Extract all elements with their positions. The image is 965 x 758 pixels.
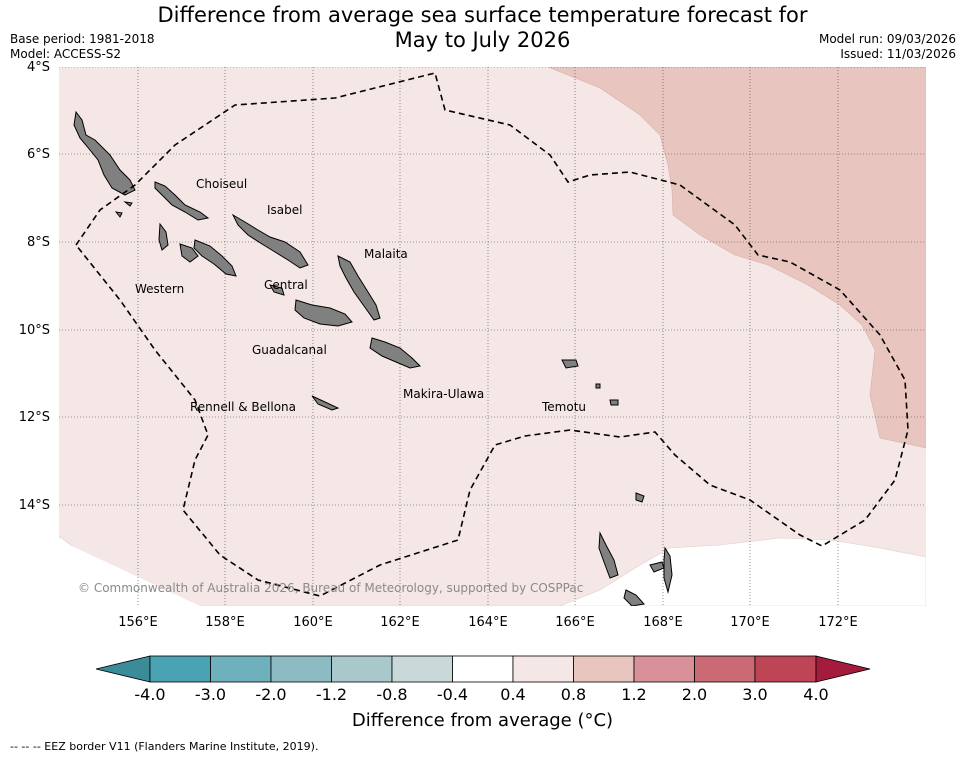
model-run-date: Model run: 09/03/2026 bbox=[818, 32, 956, 46]
colorbar-tick-label: 2.0 bbox=[681, 685, 708, 704]
lon-label-166e: 166°E bbox=[555, 615, 595, 630]
colorbar-bin-3 bbox=[270, 655, 332, 683]
lon-label-172e: 172°E bbox=[818, 615, 858, 630]
islet-small-b bbox=[609, 399, 619, 406]
graticule bbox=[59, 67, 926, 606]
place-label-choiseul: Choiseul bbox=[196, 177, 248, 191]
lon-label-168e: 168°E bbox=[643, 615, 683, 630]
malaita-island bbox=[337, 255, 381, 321]
lat-label-14s: 14°S bbox=[18, 498, 50, 513]
vanuatu-islet-3 bbox=[663, 546, 673, 594]
choiseul-island bbox=[73, 110, 136, 196]
colorbar-bin-6 bbox=[452, 655, 514, 683]
lon-label-170e: 170°E bbox=[730, 615, 770, 630]
colorbar-tick-label: -2.0 bbox=[255, 685, 287, 704]
isabel-island bbox=[231, 213, 309, 269]
colorbar-tick-label: -4.0 bbox=[134, 685, 166, 704]
lon-label-164e: 164°E bbox=[468, 615, 508, 630]
lat-label-4s: 4°S bbox=[26, 60, 50, 75]
colorbar-title: Difference from average (°C) bbox=[351, 710, 614, 731]
colorbar-bin-2 bbox=[210, 655, 272, 683]
place-label-central: Central bbox=[264, 278, 308, 292]
western-island bbox=[193, 239, 237, 277]
lat-label-10s: 10°S bbox=[18, 323, 50, 338]
colorbar-bin-4 bbox=[331, 655, 393, 683]
lat-label-12s: 12°S bbox=[18, 410, 50, 425]
vanuatu-mid bbox=[623, 589, 645, 606]
copyright-notice: © Commonwealth of Australia 2026, Bureau… bbox=[78, 581, 584, 595]
colorbar-tick-label: 0.4 bbox=[500, 685, 526, 704]
place-label-isabel: Isabel bbox=[267, 203, 303, 217]
eez-border bbox=[75, 72, 909, 597]
colorbar-tick-label: 4.0 bbox=[803, 685, 829, 704]
colorbar-bin-11 bbox=[754, 655, 817, 683]
guadalcanal-island bbox=[294, 299, 353, 327]
colorbar-high-extend bbox=[815, 655, 871, 683]
map-title: Difference from average sea surface temp… bbox=[0, 3, 965, 53]
lon-label-160e: 160°E bbox=[293, 615, 333, 630]
colorbar-tick-label: -0.4 bbox=[436, 685, 469, 704]
new-georgia-island bbox=[154, 181, 210, 221]
title-line-2: May to July 2026 bbox=[394, 28, 571, 52]
lon-label-158e: 158°E bbox=[205, 615, 245, 630]
lat-label-6s: 6°S bbox=[26, 147, 50, 162]
islet-small-a bbox=[595, 383, 601, 389]
lon-label-156e: 156°E bbox=[118, 615, 158, 630]
islet-small-c bbox=[114, 211, 123, 218]
colorbar-tick-label: 0.8 bbox=[560, 685, 587, 704]
title-line-1: Difference from average sea surface temp… bbox=[157, 3, 808, 27]
place-label-makira-ulawa: Makira-Ulawa bbox=[403, 387, 485, 401]
place-label-guadalcanal: Guadalcanal bbox=[252, 343, 327, 357]
colorbar-tick-label: -0.8 bbox=[376, 685, 408, 704]
solomon-islands-land bbox=[73, 110, 673, 606]
lat-label-8s: 8°S bbox=[26, 235, 50, 250]
run-info: Model run: 09/03/2026 Issued: 11/03/2026 bbox=[819, 32, 956, 62]
makira-island bbox=[369, 337, 422, 369]
colorbar-low-extend bbox=[95, 655, 151, 683]
place-label-rennell-bellona: Rennell & Bellona bbox=[190, 400, 297, 414]
vanuatu-islet-2 bbox=[635, 492, 645, 503]
place-label-western: Western bbox=[135, 282, 185, 296]
lon-label-162e: 162°E bbox=[380, 615, 420, 630]
colorbar-bin-10 bbox=[694, 655, 756, 683]
model-info: Base period: 1981-2018 Model: ACCESS-S2 bbox=[10, 32, 155, 62]
colorbar-bin-7 bbox=[512, 655, 574, 683]
eez-legend-note: -- -- -- EEZ border V11 (Flanders Marine… bbox=[10, 740, 319, 753]
colorbar-tick-label: 3.0 bbox=[742, 685, 768, 704]
colorbar-bin-9 bbox=[633, 655, 695, 683]
kolombangara-island bbox=[179, 243, 199, 263]
model-name: Model: ACCESS-S2 bbox=[10, 47, 122, 61]
islet-small-d bbox=[123, 201, 133, 207]
vella-island bbox=[158, 222, 169, 251]
temotu-island bbox=[561, 359, 579, 369]
base-period: Base period: 1981-2018 bbox=[10, 32, 155, 46]
vanuatu-north bbox=[598, 531, 619, 579]
colorbar-tick-label: -1.2 bbox=[315, 685, 348, 704]
colorbar-bin-1 bbox=[149, 655, 211, 683]
anomaly-field-moderate bbox=[547, 67, 926, 449]
colorbar-bin-5 bbox=[391, 655, 453, 683]
issued-date: Issued: 11/03/2026 bbox=[840, 47, 956, 61]
rennell-island bbox=[311, 395, 340, 411]
colorbar-tick-label: -3.0 bbox=[194, 685, 227, 704]
colorbar-bin-8 bbox=[573, 655, 635, 683]
central-island bbox=[268, 284, 285, 296]
colorbar-tick-label: 1.2 bbox=[621, 685, 647, 704]
colorbar bbox=[95, 655, 871, 683]
place-label-malaita: Malaita bbox=[364, 247, 408, 261]
place-label-temotu: Temotu bbox=[542, 400, 587, 414]
